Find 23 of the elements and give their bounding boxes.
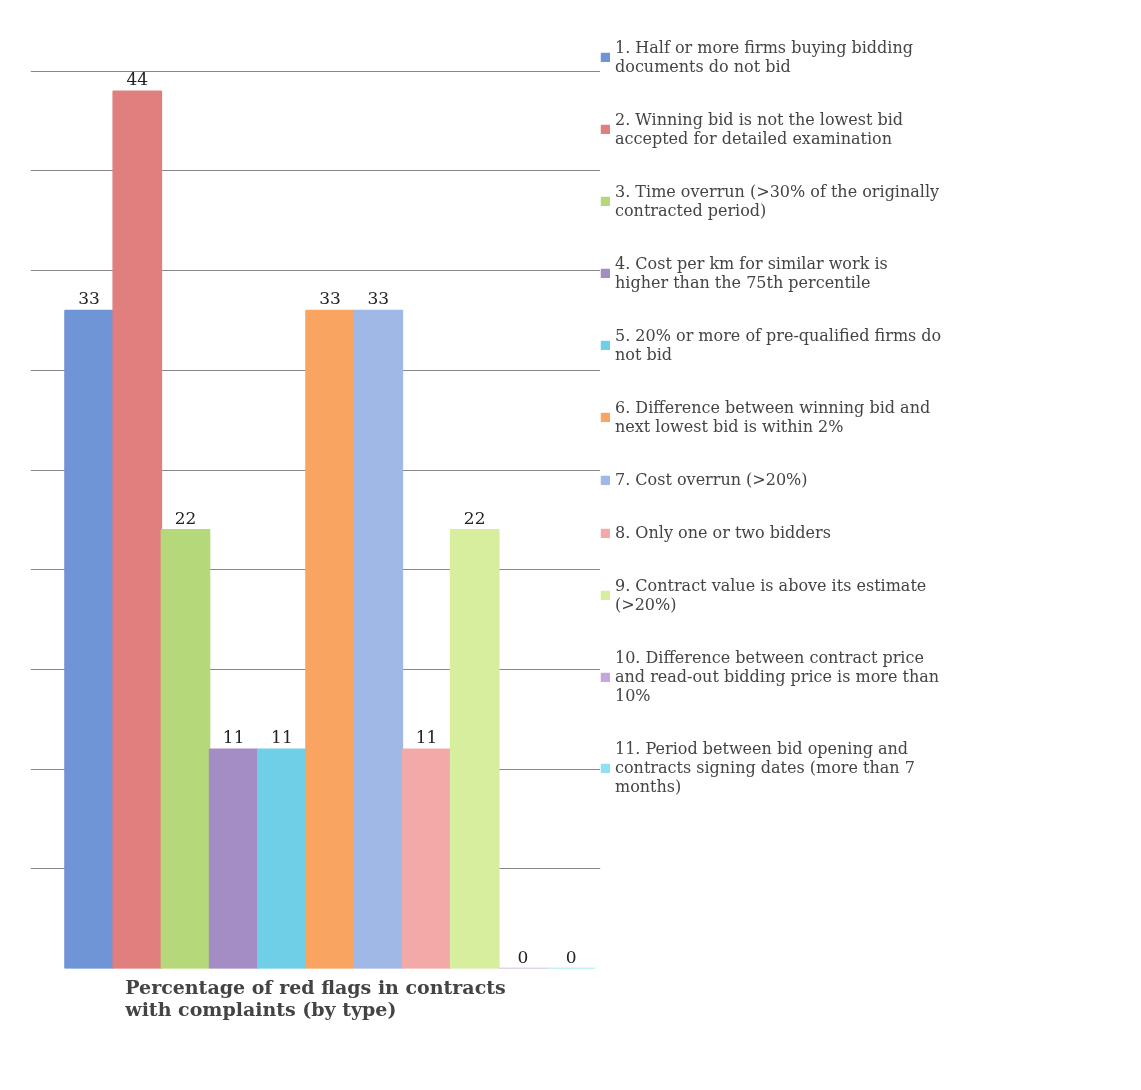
data-label: 33 — [319, 288, 341, 309]
legend-label: 6. Difference between winning bid and next lowest bid is within 2% — [615, 398, 932, 436]
legend-label: 11. Period between bid opening and contracts signing dates (more than 7 months) — [615, 739, 916, 796]
data-label: 0 — [565, 946, 577, 967]
legend-label: 1. Half or more firms buying bidding documents do not bid — [615, 38, 914, 76]
data-label: 22 — [174, 507, 197, 528]
legend-label: 5. 20% or more of pre-qualified firms do not bid — [615, 326, 943, 364]
legend-label: 2. Winning bid is not the lowest bid accepted for detailed examination — [615, 110, 905, 148]
data-label: 22 — [463, 507, 486, 528]
legend-label: 9. Contract value is above its estimate (>20%) — [615, 576, 928, 614]
legend-label: 4. Cost per km for similar work is higher than the 75th percentile — [615, 254, 889, 292]
legend-label: 7. Cost overrun (>20%) — [615, 470, 809, 489]
data-label: 11 — [222, 727, 245, 748]
data-label: 33 — [78, 288, 100, 309]
legend-label: 8. Only one or two bidders — [615, 523, 832, 542]
data-label: 33 — [367, 288, 390, 309]
legend-label: 3. Time overrun (>30% of the originally contracted period) — [615, 182, 941, 220]
legend-label: 10. Difference between contract price and read-out bidding price is more than 10% — [615, 648, 941, 705]
data-label: 0 — [517, 946, 529, 967]
data-label: 11 — [271, 727, 293, 748]
text: Percentage of red flags in contracts with complaints (by type) — [124, 975, 506, 1020]
data-label: 11 — [415, 727, 438, 748]
data-label: 44 — [126, 69, 149, 90]
